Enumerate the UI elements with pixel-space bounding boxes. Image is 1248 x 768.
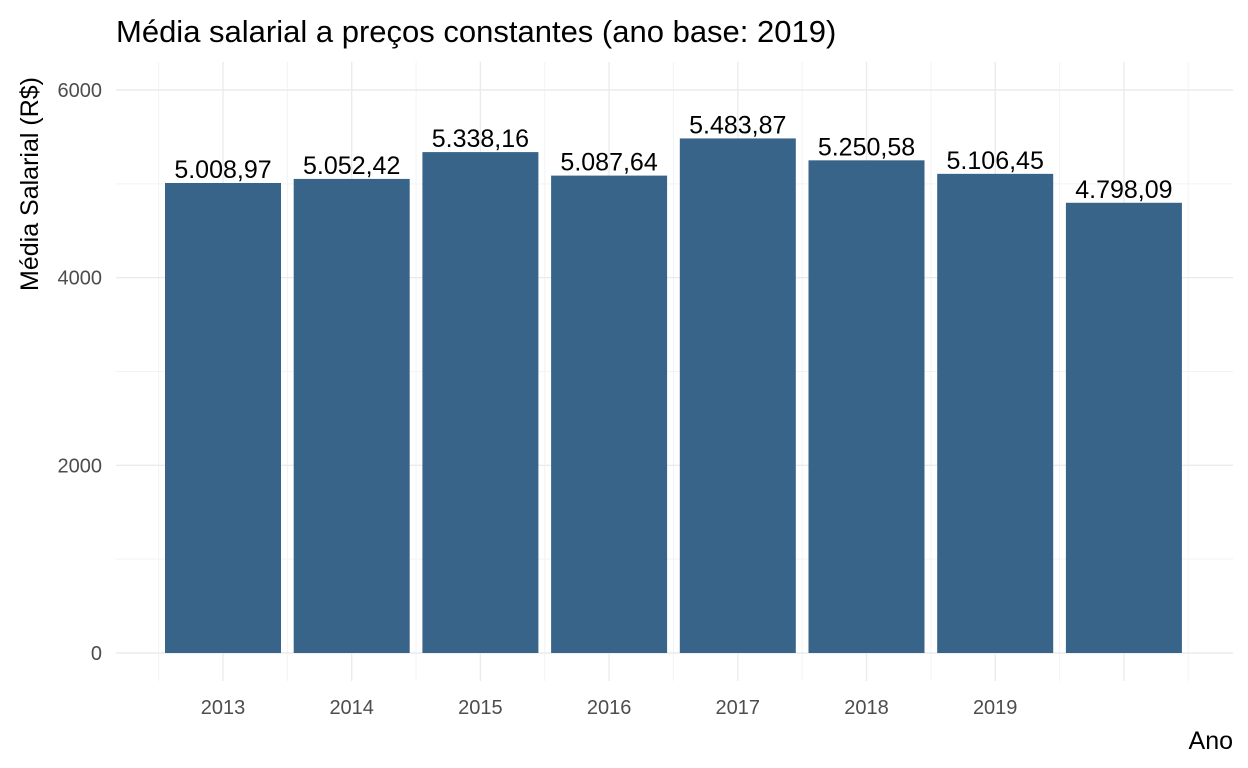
bar <box>422 152 539 653</box>
bar <box>293 178 410 653</box>
y-tick-label: 4000 <box>58 268 103 290</box>
x-tick-label: 2017 <box>716 697 761 719</box>
bar <box>1065 202 1182 653</box>
x-tick-label: 2014 <box>329 697 374 719</box>
bar <box>165 182 281 654</box>
bars <box>165 138 1182 654</box>
x-axis-title: Ano <box>1189 727 1233 755</box>
bar-value-label: 5.052,42 <box>303 152 400 180</box>
grid <box>116 61 1233 681</box>
x-tick-label: 2013 <box>201 697 246 719</box>
bar-value-label: 5.483,87 <box>689 111 786 139</box>
x-tick-label: 2018 <box>844 697 889 719</box>
chart-title: Média salarial a preços constantes (ano … <box>116 14 836 49</box>
bar <box>937 173 1054 653</box>
y-tick-label: 6000 <box>58 80 103 102</box>
y-axis-title: Média Salarial (R$) <box>16 77 44 291</box>
bar <box>808 160 925 654</box>
bar <box>551 175 668 653</box>
bar <box>679 138 796 654</box>
bar-value-label: 4.798,09 <box>1075 176 1172 204</box>
y-axis-ticks: 0 2000 4000 6000 <box>58 80 103 665</box>
bar-value-labels: 5.008,97 5.052,42 5.338,16 5.087,64 5.483,87… <box>174 111 1172 203</box>
y-tick-label: 0 <box>91 643 102 665</box>
bar-value-label: 5.008,97 <box>174 156 271 184</box>
x-axis-ticks: 2013 2014 2015 2016 2017 2018 2019 <box>201 697 1018 719</box>
x-tick-label: 2015 <box>458 697 503 719</box>
x-tick-label: 2016 <box>587 697 632 719</box>
y-tick-label: 2000 <box>58 455 103 477</box>
bar-value-label: 5.106,45 <box>947 147 1044 175</box>
x-tick-label: 2019 <box>973 697 1018 719</box>
bar-value-label: 5.087,64 <box>560 149 657 177</box>
bar-value-label: 5.338,16 <box>432 125 529 153</box>
bar-value-label: 5.250,58 <box>818 133 915 161</box>
